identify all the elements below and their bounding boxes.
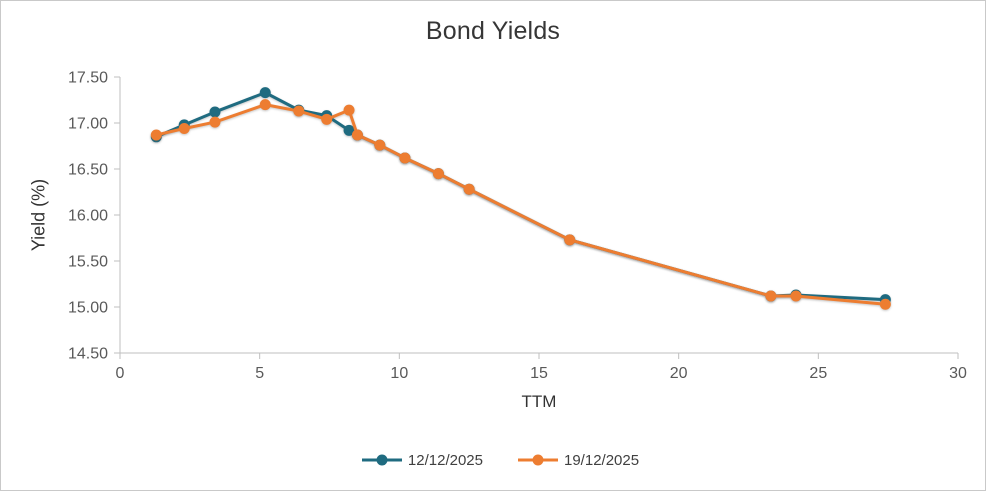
x-tick-label: 20 bbox=[670, 365, 688, 382]
x-tick-label: 15 bbox=[530, 365, 548, 382]
series-0 bbox=[150, 87, 891, 306]
y-tick-label: 16.00 bbox=[68, 208, 108, 225]
x-axis-title: TTM bbox=[521, 392, 557, 411]
series-0-point bbox=[343, 124, 355, 136]
y-tick-label: 15.00 bbox=[68, 300, 108, 317]
series-0-line bbox=[154, 91, 887, 302]
series-1-point bbox=[321, 113, 333, 125]
x-tick-label: 0 bbox=[116, 365, 125, 382]
series-1-point bbox=[351, 129, 363, 141]
series-0-point bbox=[259, 87, 271, 99]
legend-swatch-icon bbox=[518, 454, 558, 466]
legend-item-1: 19/12/2025 bbox=[517, 452, 639, 469]
y-tick-label: 17.00 bbox=[68, 116, 108, 133]
x-tick-label: 5 bbox=[255, 365, 264, 382]
legend-label: 12/12/2025 bbox=[407, 451, 483, 469]
y-tick-label: 15.50 bbox=[68, 254, 108, 271]
x-tick-label: 25 bbox=[809, 365, 827, 382]
y-tick-label: 14.50 bbox=[68, 346, 108, 363]
y-tick-label: 17.50 bbox=[68, 70, 108, 87]
series-1-point bbox=[178, 123, 190, 135]
series-1-point bbox=[463, 183, 475, 195]
series-1-point bbox=[564, 234, 576, 246]
series-1-point bbox=[374, 139, 386, 151]
chart-legend: 12/12/2025 19/12/2025 bbox=[1, 447, 985, 473]
series-0-point bbox=[209, 106, 221, 118]
series-1-point bbox=[432, 168, 444, 180]
series-1-point bbox=[293, 105, 305, 117]
series-1-point bbox=[259, 99, 271, 111]
chart-title: Bond Yields bbox=[425, 17, 561, 45]
x-tick-label: 10 bbox=[390, 365, 408, 382]
series-1 bbox=[150, 99, 891, 310]
series-1-point bbox=[343, 104, 355, 116]
legend-swatch-icon bbox=[361, 454, 402, 466]
series-1-point bbox=[765, 290, 777, 302]
series-1-point bbox=[399, 152, 411, 164]
y-tick-label: 16.50 bbox=[68, 162, 108, 179]
x-tick-label: 30 bbox=[949, 365, 967, 382]
series-1-point bbox=[790, 290, 802, 302]
series-1-line bbox=[154, 103, 887, 306]
series-1-point bbox=[879, 298, 891, 310]
legend-item-0: 12/12/2025 bbox=[361, 452, 483, 469]
legend-label: 19/12/2025 bbox=[564, 451, 640, 469]
series-1-point bbox=[209, 116, 221, 128]
series-1-point bbox=[150, 129, 162, 141]
